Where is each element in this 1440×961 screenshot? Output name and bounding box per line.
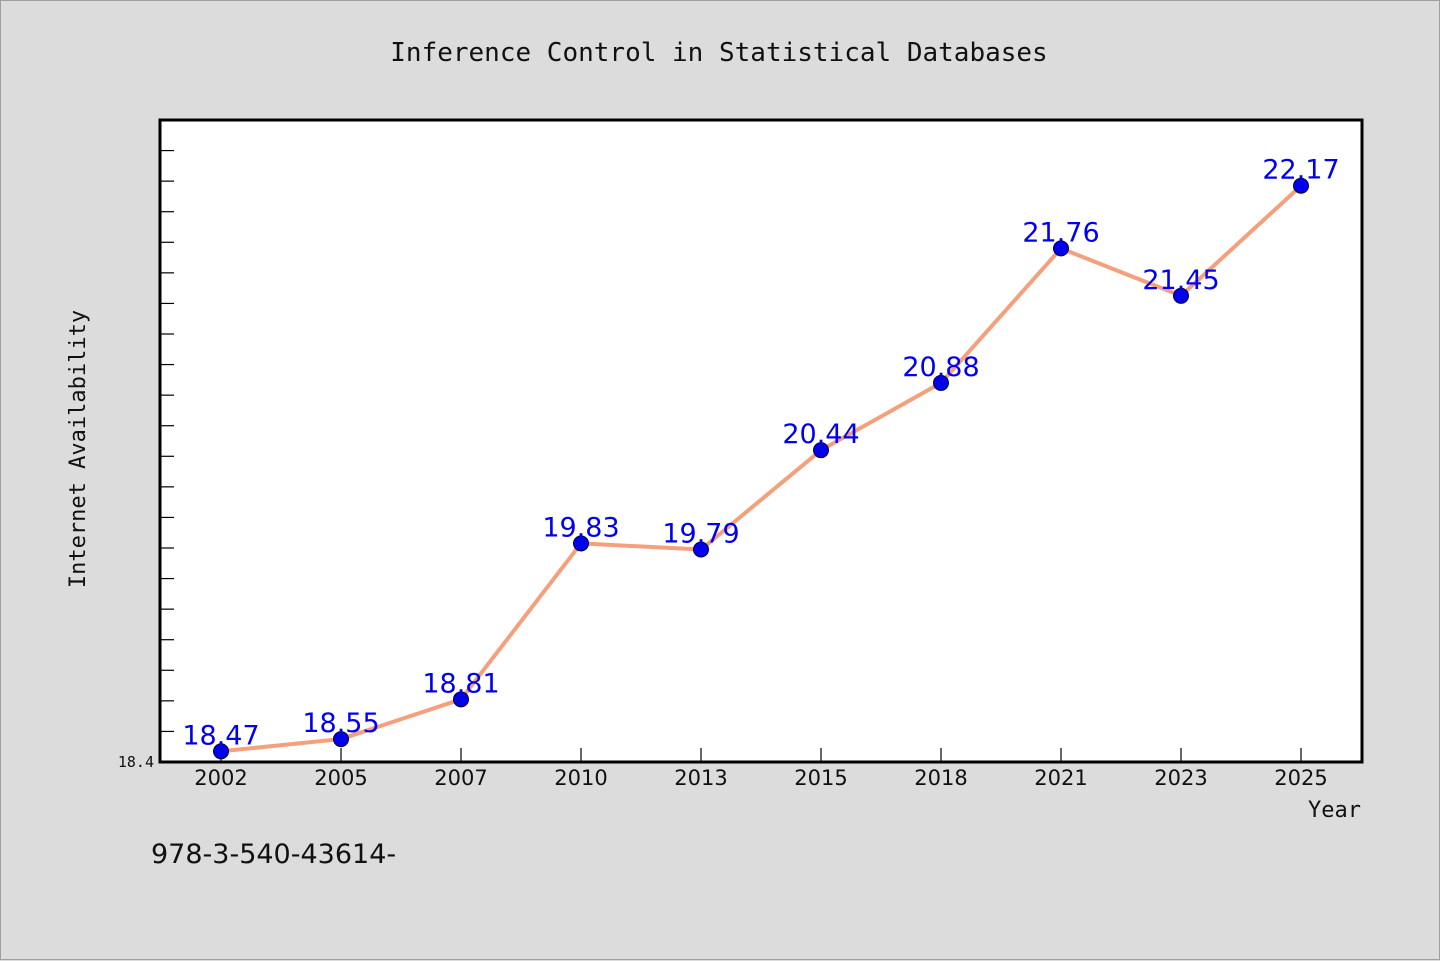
- data-point: [813, 442, 829, 459]
- data-point: [693, 541, 709, 558]
- series-line: [220, 184, 1303, 754]
- data-point: [1173, 287, 1189, 304]
- data-point: [1293, 177, 1309, 194]
- data-point: [573, 535, 589, 552]
- chart-title: Inference Control in Statistical Databas…: [390, 38, 1047, 68]
- data-point: [933, 374, 949, 391]
- y-axis-tick-labels: 18.4: [118, 753, 154, 771]
- data-label: 19.79: [662, 519, 739, 550]
- data-point: [1053, 240, 1069, 257]
- y-axis-label: Internet Availability: [66, 310, 91, 588]
- x-tick-label: 2015: [794, 766, 847, 790]
- y-tick-label: 18.4: [118, 753, 154, 771]
- x-tick-label: 2023: [1154, 766, 1207, 790]
- data-labels: 18.47 18.55 18.81 19.83 19.79 20.44 20.88 21.76…: [182, 155, 1339, 752]
- series-layer: [213, 177, 1309, 760]
- data-label: 20.44: [782, 419, 859, 450]
- data-point: [333, 731, 349, 748]
- x-tick-label: 2007: [434, 766, 487, 790]
- x-tick-label: 2005: [314, 766, 367, 790]
- x-tick-label: 2018: [914, 766, 967, 790]
- footer-text: 978-3-540-43614-: [151, 839, 396, 870]
- plot-area: [158, 118, 1364, 764]
- data-label: 21.76: [1022, 217, 1099, 248]
- data-label: 21.45: [1142, 265, 1219, 296]
- data-label: 19.83: [542, 512, 619, 543]
- x-axis-tick-labels: 2002 2005 2007 2010 2013 2015 2018 2021 2023 2025: [194, 766, 1327, 790]
- x-axis-label: Year: [1308, 798, 1361, 823]
- data-label: 22.17: [1262, 155, 1339, 186]
- data-label: 18.47: [182, 720, 259, 751]
- y-axis-ticks: [160, 119, 174, 763]
- data-label: 20.88: [902, 352, 979, 383]
- x-tick-label: 2013: [674, 766, 727, 790]
- data-point: [213, 743, 229, 760]
- x-tick-label: 2021: [1034, 766, 1087, 790]
- data-label: 18.81: [422, 668, 499, 699]
- x-tick-label: 2025: [1274, 766, 1327, 790]
- x-tick-label: 2002: [194, 766, 247, 790]
- data-point: [453, 691, 469, 708]
- x-tick-label: 2010: [554, 766, 607, 790]
- data-label: 18.55: [302, 708, 379, 739]
